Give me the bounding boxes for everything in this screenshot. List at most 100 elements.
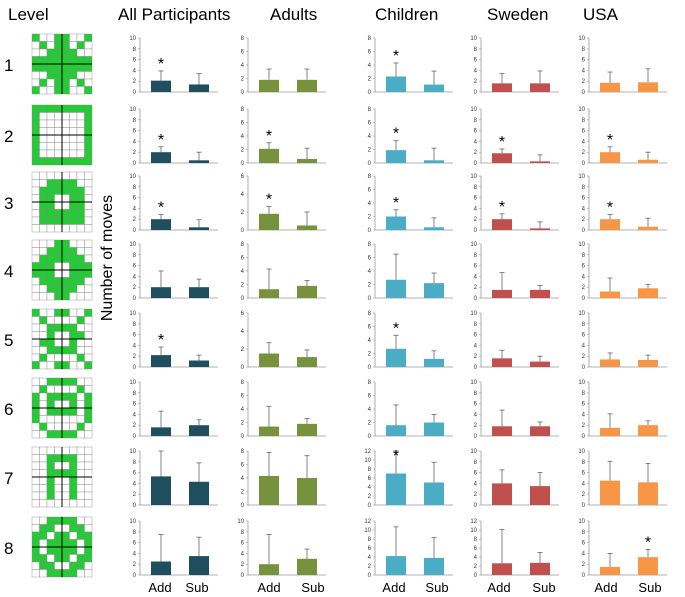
level-grid-cell [84, 86, 93, 95]
bar-add [600, 82, 620, 92]
level-grid-cell [76, 446, 85, 455]
level-grid-cell [69, 353, 78, 362]
level-grid-cell [61, 385, 70, 394]
level-grid-cell [46, 385, 55, 394]
chart-panel: 0 2 4 6 8 10 [129, 449, 218, 509]
level-grid-cell [76, 308, 85, 317]
level-grid-cell [69, 561, 78, 570]
y-tick-label: 0 [474, 573, 478, 579]
bar-add [386, 150, 406, 163]
level-grid-cell [39, 476, 48, 485]
level-grid-cell [76, 86, 85, 95]
y-tick-label: 4 [582, 139, 586, 145]
level-grid-cell [61, 224, 70, 233]
level-grid-cell [46, 546, 55, 555]
level-grid-cell [31, 323, 40, 332]
level-grid-cell [69, 454, 78, 463]
level-grid-cell [46, 569, 55, 578]
chart-panel: 0 2 4 6 8 10 * [129, 107, 218, 167]
y-tick-label: 6 [582, 264, 586, 270]
level-grid-cell [69, 179, 78, 188]
level-grid-cell [76, 56, 85, 65]
level-grid-cell [84, 209, 93, 218]
y-tick-label: 4 [582, 274, 586, 280]
chart-panel: 0 2 4 6 8 10 12 * [364, 448, 453, 509]
y-tick-label: 2 [582, 492, 586, 498]
level-grid-cell [39, 142, 48, 151]
bar-sub [530, 83, 550, 92]
level-grid-cell [54, 247, 63, 256]
level-column: 1 2 3 4 5 6 7 8 [4, 33, 93, 578]
y-tick-label: 0 [368, 90, 372, 96]
level-grid-cell [69, 86, 78, 95]
level-grid-cell [61, 499, 70, 508]
bar-sub [638, 359, 658, 367]
level-grid-cell [31, 554, 40, 563]
y-tick-label: 2 [368, 352, 372, 358]
chart-panel: 0 2 4 6 8 * [368, 311, 453, 371]
y-tick-label: 8 [133, 118, 137, 124]
y-tick-label: 4 [474, 555, 478, 561]
bar-add [492, 483, 512, 505]
level-grid-cell [69, 216, 78, 225]
chart-panel: 0 2 4 6 8 * [368, 107, 453, 167]
header-all-participants: All Participants [118, 5, 230, 24]
chart-panel: 0 2 4 6 8 10 * [129, 174, 218, 234]
x-label-add: Add [148, 580, 171, 595]
y-tick-label: 10 [129, 107, 136, 113]
level-grid-cell [39, 78, 48, 87]
level-grid-cell [31, 56, 40, 65]
level-grid-cell [76, 48, 85, 57]
level-grid-cell [54, 224, 63, 233]
level-grid-cell [84, 316, 93, 325]
y-tick-label: 0 [582, 573, 586, 579]
bar-sub [424, 422, 444, 436]
level-grid-cell [76, 476, 85, 485]
y-tick-label: 4 [241, 192, 245, 198]
level-grid-cell [39, 561, 48, 570]
level-grid-cell [69, 469, 78, 478]
bar-sub [638, 288, 658, 298]
level-grid-cell [76, 179, 85, 188]
chart-grid: 0 2 4 6 8 10 * 0 2 4 6 8 0 2 4 6 8 * 0 2 4 6 8 10 0 2 4 6 8 10 0 2 4 6 8 10… [129, 36, 667, 579]
y-tick-label: 2 [241, 283, 245, 289]
level-grid-cell [31, 531, 40, 540]
level-grid-cell [54, 194, 63, 203]
y-tick-label: 4 [133, 343, 137, 349]
y-tick-label: 6 [368, 476, 372, 482]
level-grid-cell [46, 41, 55, 50]
level-grid-cell [31, 86, 40, 95]
level-grid-cell [61, 484, 70, 493]
level-grid-cell [69, 224, 78, 233]
y-tick-label: 0 [241, 434, 245, 440]
level-grid-cell [54, 377, 63, 386]
y-tick-label: 6 [241, 311, 245, 317]
level-grid-cell [84, 254, 93, 263]
level-grid-cell [76, 254, 85, 263]
level-grid-cell [31, 407, 40, 416]
y-tick-label: 2 [368, 148, 372, 154]
chart-panel: 0 2 4 6 8 * [368, 36, 453, 96]
level-grid-cell [76, 469, 85, 478]
level-number: 6 [4, 400, 13, 419]
level-grid-cell [84, 119, 93, 128]
level-grid-cell [84, 377, 93, 386]
bar-add [386, 473, 406, 505]
y-tick-label: 8 [133, 530, 137, 536]
y-tick-label: 4 [474, 343, 478, 349]
level-grid-cell [54, 254, 63, 263]
level-grid-cell [61, 157, 70, 166]
y-tick-label: 10 [129, 449, 136, 455]
y-tick-label: 4 [582, 412, 586, 418]
y-tick-label: 4 [241, 551, 245, 557]
level-grid-cell [31, 308, 40, 317]
level-grid-cell [84, 277, 93, 286]
y-tick-label: 0 [133, 296, 137, 302]
y-tick-label: 4 [241, 407, 245, 413]
bar-add [492, 563, 512, 575]
level-grid-cell [54, 142, 63, 151]
level-grid-cell [39, 41, 48, 50]
level-grid-cell [61, 430, 70, 439]
level-grid-cell [61, 134, 70, 143]
level-grid-cell [84, 48, 93, 57]
